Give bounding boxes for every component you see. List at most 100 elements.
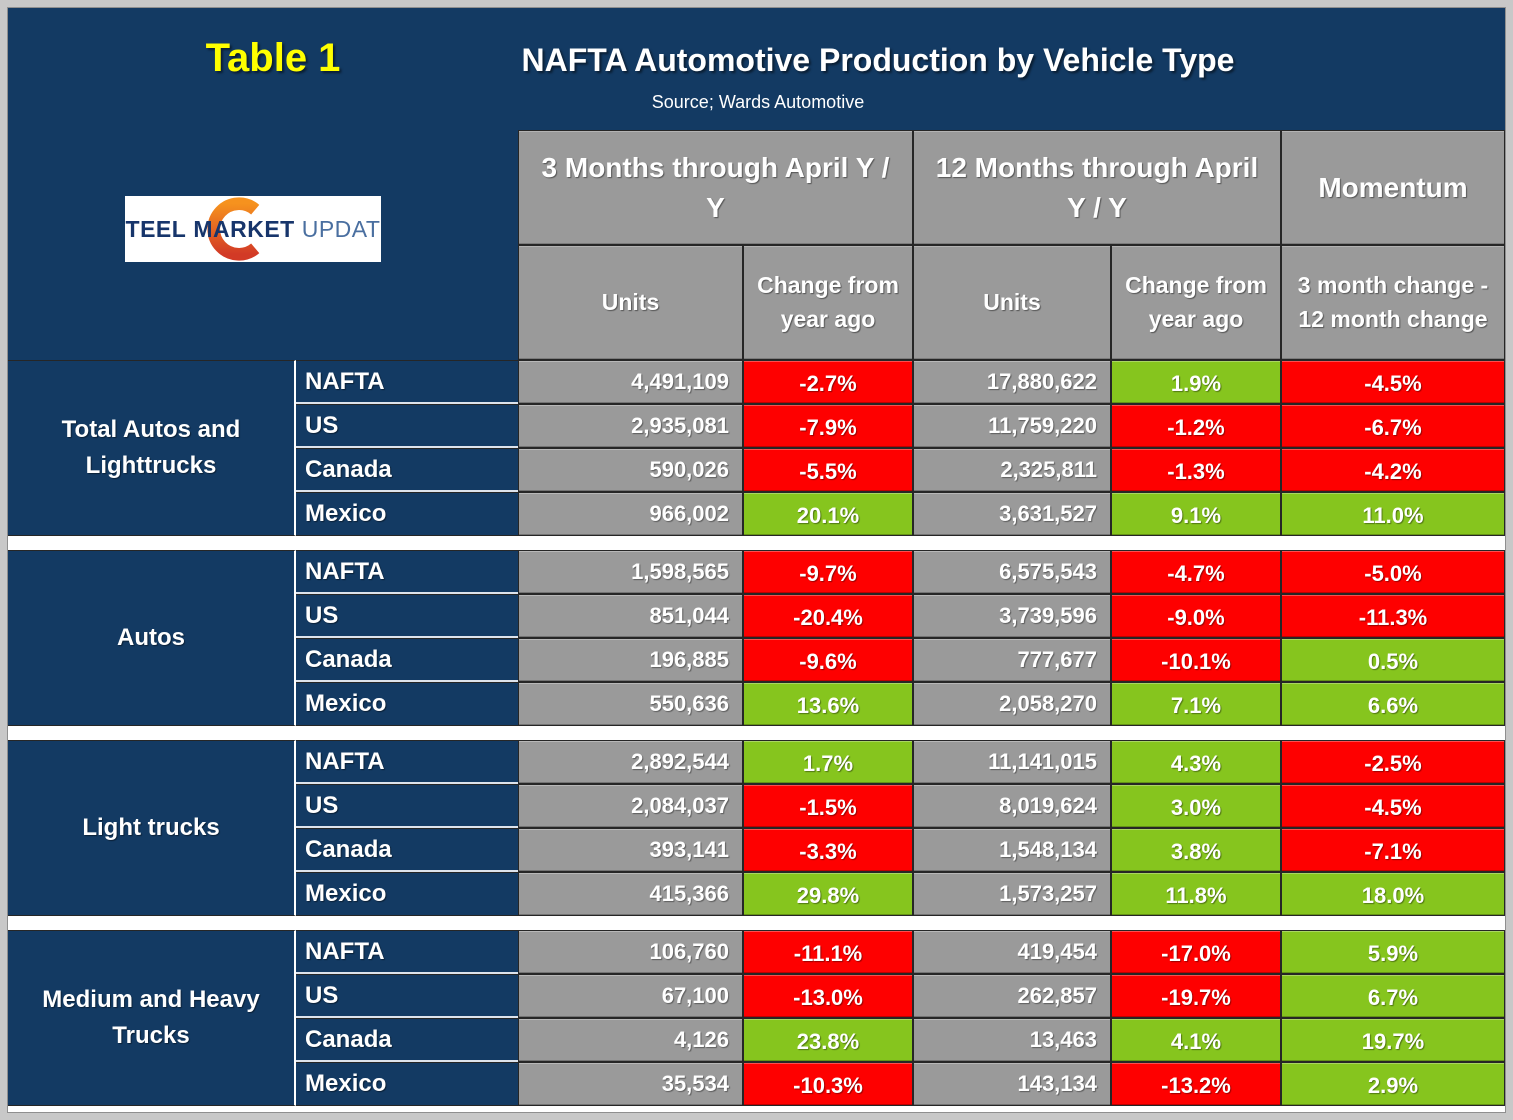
- logo-cell: STEEL MARKET UPDATE: [8, 130, 518, 360]
- momentum-cell: -11.3%: [1281, 594, 1505, 638]
- change-12mo-cell: -4.7%: [1111, 550, 1281, 594]
- source-caption: Source; Wards Automotive: [651, 92, 865, 112]
- units-3mo-cell: 1,598,565: [518, 550, 743, 594]
- units-12mo-cell: 143,134: [913, 1062, 1111, 1106]
- units-3mo-cell: 2,892,544: [518, 740, 743, 784]
- change-3mo-cell: -2.7%: [743, 360, 913, 404]
- change-12mo-cell: -9.0%: [1111, 594, 1281, 638]
- units-12mo-cell: 8,019,624: [913, 784, 1111, 828]
- region-label: NAFTA: [296, 360, 518, 404]
- momentum-cell: 18.0%: [1281, 872, 1505, 916]
- change-3mo-cell: 23.8%: [743, 1018, 913, 1062]
- momentum-cell: 2.9%: [1281, 1062, 1505, 1106]
- units-12mo-cell: 13,463: [913, 1018, 1111, 1062]
- vehicle-group: Light trucks NAFTA 2,892,544 1.7% 11,141,015…: [8, 740, 1505, 916]
- units-3mo-cell: 966,002: [518, 492, 743, 536]
- change-12mo-cell: 4.3%: [1111, 740, 1281, 784]
- change-12mo-cell: -1.3%: [1111, 448, 1281, 492]
- units-3mo-cell: 415,366: [518, 872, 743, 916]
- units-3mo-cell: 4,126: [518, 1018, 743, 1062]
- group-label: Light trucks: [8, 740, 296, 916]
- units-3mo-cell: 851,044: [518, 594, 743, 638]
- region-label: Mexico: [296, 1062, 518, 1106]
- momentum-cell: 0.5%: [1281, 638, 1505, 682]
- change-12mo-cell: 3.0%: [1111, 784, 1281, 828]
- region-label: Mexico: [296, 682, 518, 726]
- momentum-cell: -4.5%: [1281, 784, 1505, 828]
- group-label: Autos: [8, 550, 296, 726]
- subheader-momentum: 3 month change - 12 month change: [1281, 245, 1505, 360]
- subheader-units-12mo: Units: [913, 245, 1111, 360]
- group-label: Medium and Heavy Trucks: [8, 930, 296, 1106]
- change-3mo-cell: -13.0%: [743, 974, 913, 1018]
- units-3mo-cell: 2,084,037: [518, 784, 743, 828]
- change-12mo-cell: 7.1%: [1111, 682, 1281, 726]
- region-label: Canada: [296, 828, 518, 872]
- units-12mo-cell: 419,454: [913, 930, 1111, 974]
- region-label: Mexico: [296, 872, 518, 916]
- smu-logo: STEEL MARKET UPDATE: [125, 196, 381, 262]
- units-12mo-cell: 3,739,596: [913, 594, 1111, 638]
- change-12mo-cell: 1.9%: [1111, 360, 1281, 404]
- region-label: Canada: [296, 1018, 518, 1062]
- group-label: Total Autos and Lighttrucks: [8, 360, 296, 536]
- subheader-units-3mo: Units: [518, 245, 743, 360]
- change-12mo-cell: 3.8%: [1111, 828, 1281, 872]
- region-label: Mexico: [296, 492, 518, 536]
- change-3mo-cell: -5.5%: [743, 448, 913, 492]
- change-3mo-cell: -9.7%: [743, 550, 913, 594]
- momentum-cell: 19.7%: [1281, 1018, 1505, 1062]
- momentum-cell: -2.5%: [1281, 740, 1505, 784]
- units-12mo-cell: 2,058,270: [913, 682, 1111, 726]
- region-label: US: [296, 404, 518, 448]
- momentum-cell: -7.1%: [1281, 828, 1505, 872]
- region-label: US: [296, 784, 518, 828]
- table-number: Table 1: [205, 36, 341, 80]
- change-12mo-cell: 9.1%: [1111, 492, 1281, 536]
- vehicle-group: Total Autos and Lighttrucks NAFTA 4,491,10…: [8, 360, 1505, 536]
- change-12mo-cell: -1.2%: [1111, 404, 1281, 448]
- logo-word-update: UPDATE: [301, 215, 381, 242]
- change-3mo-cell: 1.7%: [743, 740, 913, 784]
- units-3mo-cell: 393,141: [518, 828, 743, 872]
- col-header-3mo: 3 Months through April Y / Y: [518, 130, 913, 245]
- subheader-change-12mo: Change from year ago: [1111, 245, 1281, 360]
- units-3mo-cell: 550,636: [518, 682, 743, 726]
- change-3mo-cell: -20.4%: [743, 594, 913, 638]
- region-label: NAFTA: [296, 550, 518, 594]
- change-12mo-cell: -17.0%: [1111, 930, 1281, 974]
- region-label: NAFTA: [296, 740, 518, 784]
- units-12mo-cell: 11,759,220: [913, 404, 1111, 448]
- smu-logo-text: STEEL MARKET UPDATE: [125, 196, 381, 262]
- change-12mo-cell: -19.7%: [1111, 974, 1281, 1018]
- logo-word-steel: STEEL: [125, 215, 187, 242]
- units-12mo-cell: 6,575,543: [913, 550, 1111, 594]
- region-label: US: [296, 594, 518, 638]
- vehicle-group: Medium and Heavy Trucks NAFTA 106,760 -11.1…: [8, 930, 1505, 1106]
- col-header-12mo: 12 Months through April Y / Y: [913, 130, 1281, 245]
- units-3mo-cell: 590,026: [518, 448, 743, 492]
- table-body: Total Autos and Lighttrucks NAFTA 4,491,10…: [8, 360, 1505, 1106]
- region-label: NAFTA: [296, 930, 518, 974]
- change-3mo-cell: -7.9%: [743, 404, 913, 448]
- momentum-cell: 5.9%: [1281, 930, 1505, 974]
- change-3mo-cell: 29.8%: [743, 872, 913, 916]
- momentum-cell: 6.6%: [1281, 682, 1505, 726]
- units-12mo-cell: 3,631,527: [913, 492, 1111, 536]
- page-title: NAFTA Automotive Production by Vehicle T…: [521, 42, 1235, 78]
- logo-word-market: MARKET: [193, 215, 295, 242]
- units-3mo-cell: 67,100: [518, 974, 743, 1018]
- units-12mo-cell: 17,880,622: [913, 360, 1111, 404]
- region-label: US: [296, 974, 518, 1018]
- units-12mo-cell: 2,325,811: [913, 448, 1111, 492]
- change-3mo-cell: -11.1%: [743, 930, 913, 974]
- momentum-cell: 6.7%: [1281, 974, 1505, 1018]
- region-label: Canada: [296, 638, 518, 682]
- change-12mo-cell: -13.2%: [1111, 1062, 1281, 1106]
- units-3mo-cell: 2,935,081: [518, 404, 743, 448]
- momentum-cell: -5.0%: [1281, 550, 1505, 594]
- momentum-cell: 11.0%: [1281, 492, 1505, 536]
- subheader-change-3mo: Change from year ago: [743, 245, 913, 360]
- momentum-cell: -4.2%: [1281, 448, 1505, 492]
